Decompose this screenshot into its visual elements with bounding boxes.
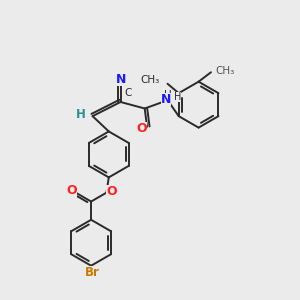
Text: O: O bbox=[106, 185, 117, 198]
Text: C: C bbox=[124, 88, 131, 98]
Text: H: H bbox=[174, 92, 181, 102]
Text: O: O bbox=[136, 122, 147, 135]
Text: N: N bbox=[116, 73, 126, 85]
Text: H: H bbox=[76, 108, 86, 121]
Text: O: O bbox=[66, 184, 77, 197]
Text: CH₃: CH₃ bbox=[215, 66, 235, 76]
Text: CH₃: CH₃ bbox=[140, 75, 159, 85]
Text: H: H bbox=[164, 90, 172, 100]
Text: N: N bbox=[161, 93, 171, 106]
Text: Br: Br bbox=[85, 266, 100, 279]
